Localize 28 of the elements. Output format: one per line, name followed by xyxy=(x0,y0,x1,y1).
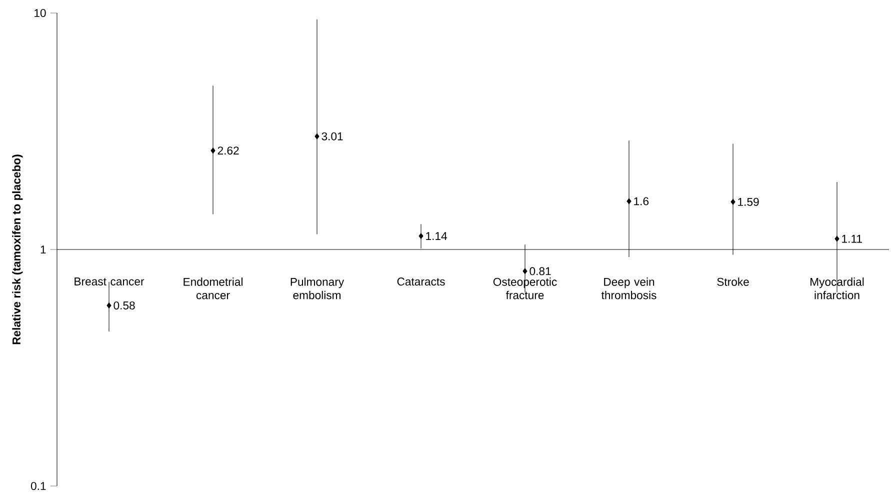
data-label: 3.01 xyxy=(322,132,343,140)
x-tick-label: Endometrial cancer xyxy=(184,278,242,300)
x-tick-label: Cataracts xyxy=(397,278,445,286)
y-tick-label: 10 xyxy=(34,9,46,18)
point xyxy=(106,302,112,308)
point xyxy=(522,268,528,274)
x-tick-label: Pulmonary embolism xyxy=(290,278,344,300)
x-tick-label: Stroke xyxy=(717,278,749,286)
point xyxy=(210,148,216,154)
x-tick-label: Breast cancer xyxy=(74,278,144,286)
data-label: 2.62 xyxy=(218,146,239,155)
data-label: 0.58 xyxy=(114,301,135,310)
data-label: 1.11 xyxy=(842,234,862,243)
data-label: 0.81 xyxy=(530,267,551,276)
point xyxy=(626,198,632,204)
y-tick-label: 1 xyxy=(40,246,46,254)
data-label: 1.6 xyxy=(634,197,649,206)
point xyxy=(834,236,840,242)
point xyxy=(314,133,320,140)
point xyxy=(418,233,424,239)
point xyxy=(730,198,736,205)
data-label: 1.59 xyxy=(738,198,759,206)
y-tick-label: 0.1 xyxy=(30,482,46,490)
x-tick-label: Deep vein thrombosis xyxy=(601,278,656,300)
x-tick-label: Myocardial infarction xyxy=(810,278,864,300)
data-label: 1.14 xyxy=(426,232,448,240)
x-tick-label: Osteoperotic fracture xyxy=(493,278,557,300)
y-axis-title: Relative risk (tamoxifen to placebo) xyxy=(12,154,23,344)
